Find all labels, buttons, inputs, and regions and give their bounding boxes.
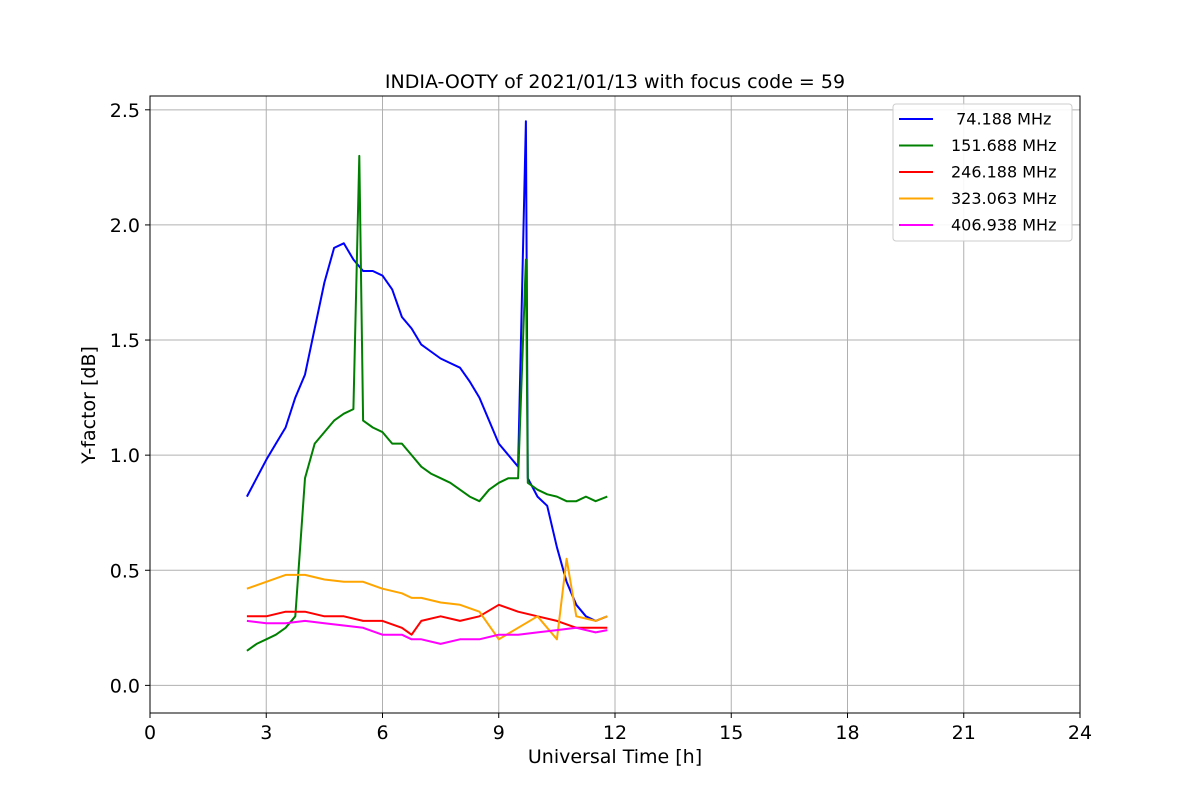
x-tick-label: 24 (1068, 722, 1092, 744)
y-tick-label: 2.0 (110, 215, 140, 237)
x-tick-label: 18 (835, 722, 859, 744)
legend: 74.188 MHz 151.688 MHz 246.188 MHz 323.063 … (892, 103, 1073, 242)
y-tick-label: 0.5 (110, 560, 140, 582)
series-line (246, 603, 608, 636)
x-tick-label: 3 (260, 722, 272, 744)
series-line (246, 557, 608, 641)
x-tick-label: 12 (603, 722, 627, 744)
x-axis-label: Universal Time [h] (528, 746, 702, 768)
y-tick-label: 1.5 (110, 330, 140, 352)
x-axis-ticks: 0 3 6 9 12 15 18 21 24 (144, 713, 1092, 744)
x-tick-label: 6 (376, 722, 388, 744)
y-tick-label: 2.5 (110, 100, 140, 122)
legend-box (892, 103, 1073, 242)
x-tick-label: 15 (719, 722, 743, 744)
legend-label: 406.938 MHz (951, 216, 1056, 235)
y-axis-label: Y-factor [dB] (78, 346, 100, 465)
y-tick-label: 0.0 (110, 675, 140, 697)
plot-series (246, 120, 608, 652)
legend-label: 74.188 MHz (951, 110, 1051, 129)
legend-label: 323.063 MHz (951, 189, 1056, 208)
y-axis-ticks: 0.0 0.5 1.0 1.5 2.0 2.5 (110, 100, 150, 697)
series-line (246, 619, 608, 645)
legend-label: 246.188 MHz (951, 163, 1056, 182)
legend-label: 151.688 MHz (951, 136, 1056, 155)
x-tick-label: 9 (493, 722, 505, 744)
x-tick-label: 0 (144, 722, 156, 744)
series-line (246, 120, 608, 622)
series-line (246, 154, 608, 652)
y-tick-label: 1.0 (110, 445, 140, 467)
chart-title: INDIA-OOTY of 2021/01/13 with focus code… (385, 71, 845, 93)
x-tick-label: 21 (952, 722, 976, 744)
